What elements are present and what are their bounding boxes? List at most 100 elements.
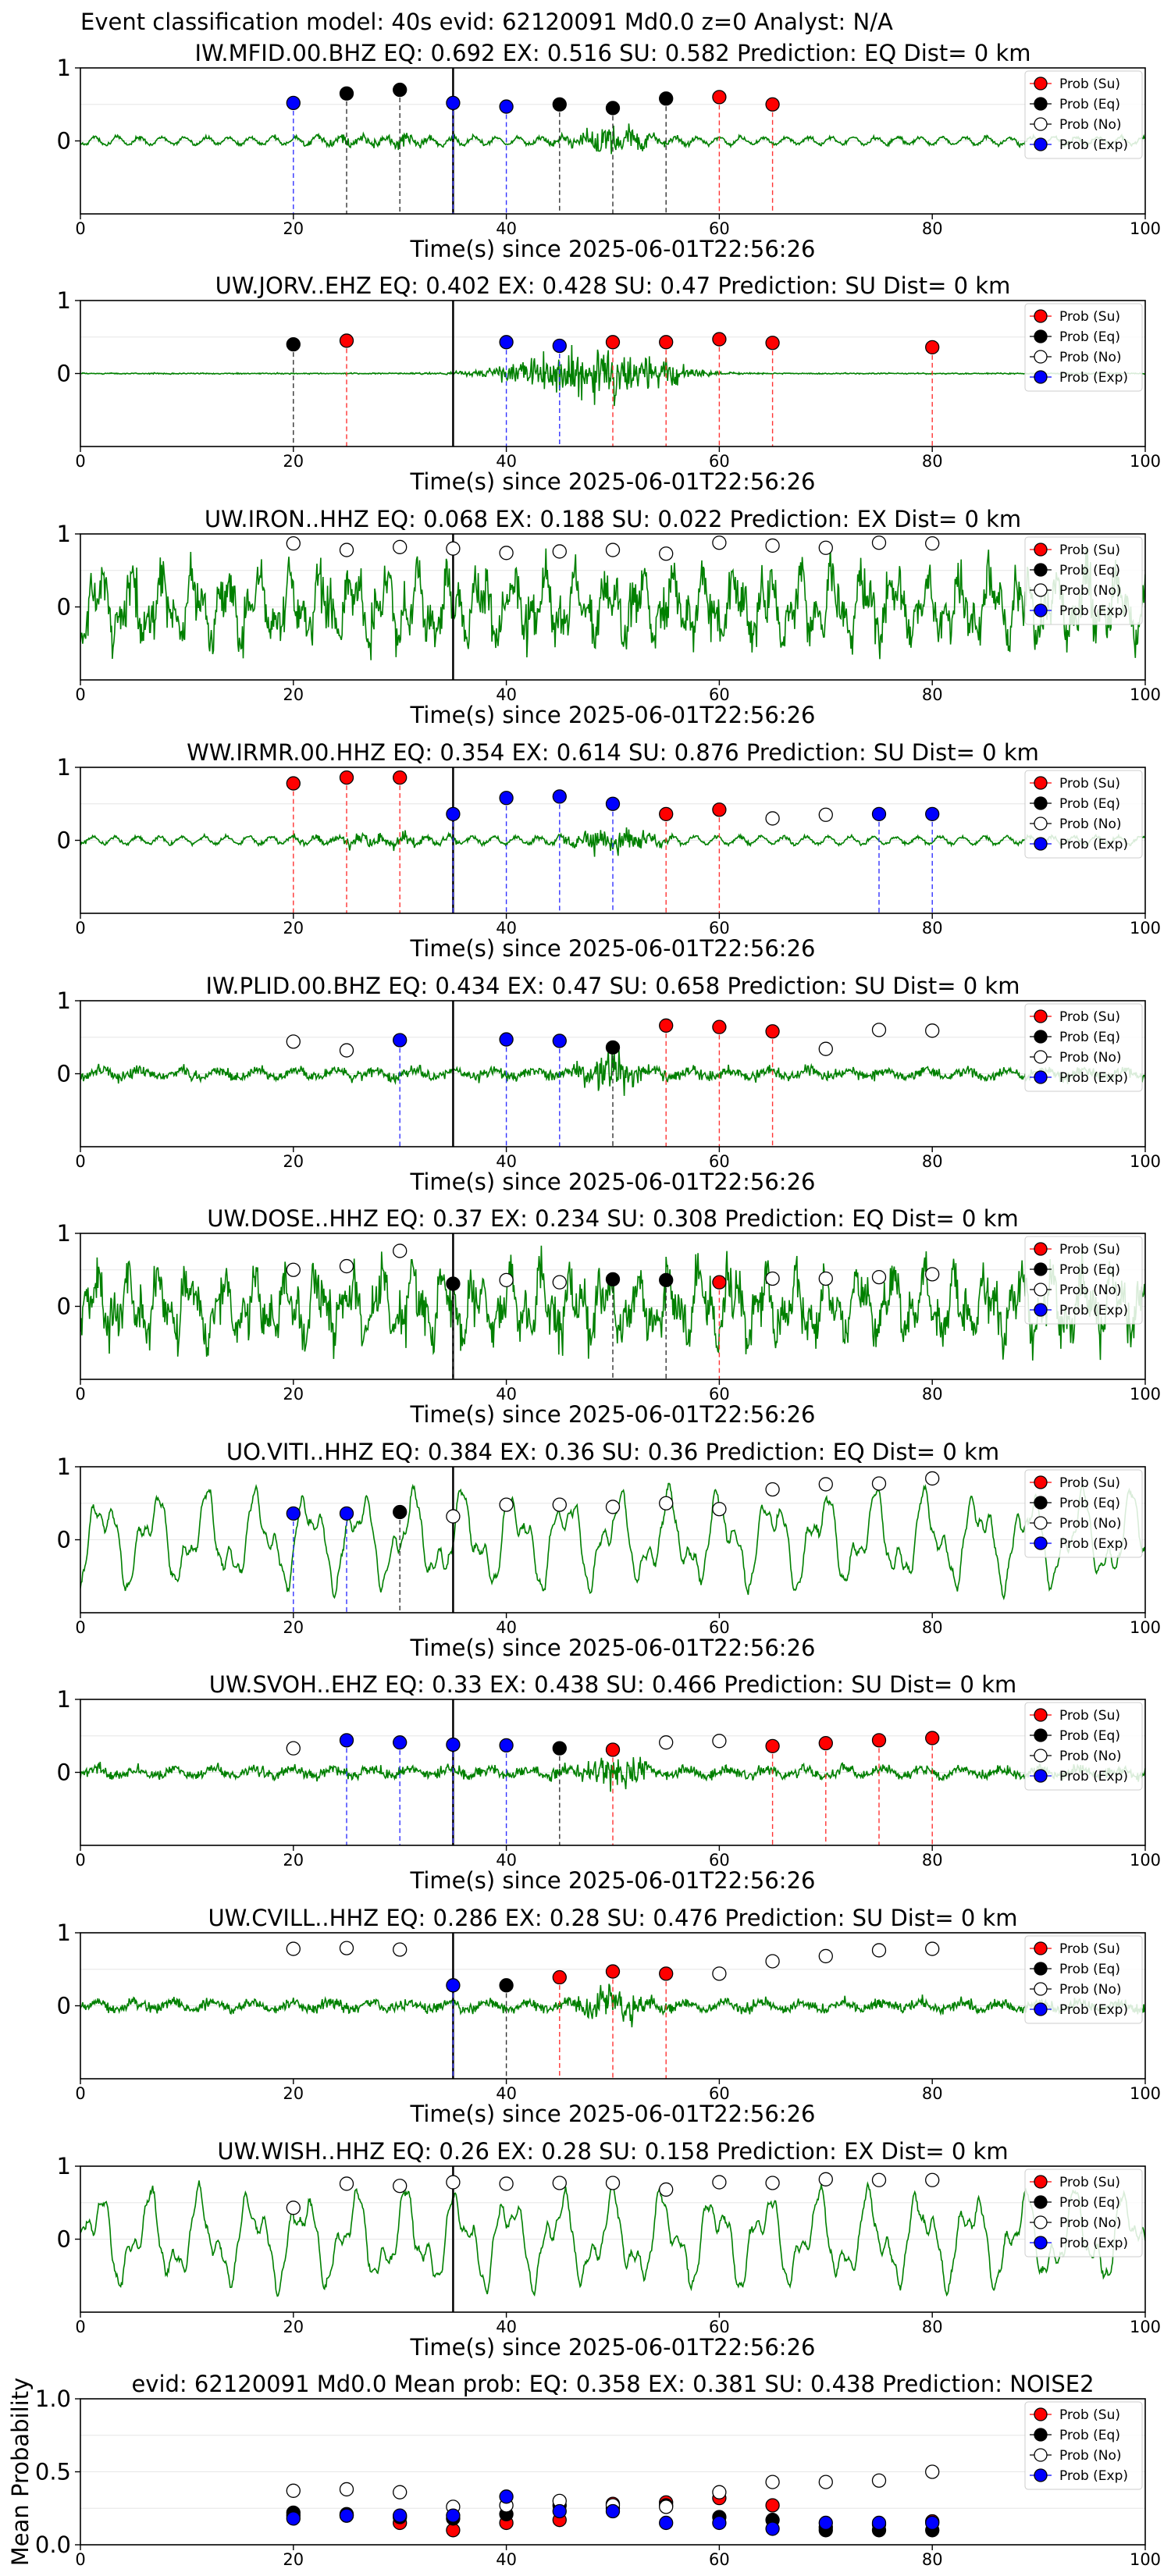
mean-point-exp — [765, 2521, 780, 2536]
prob-point-no — [499, 546, 514, 560]
mean-point-no — [765, 2475, 780, 2489]
mean-point-exp — [818, 2515, 833, 2531]
x-tick-label: 60 — [709, 1618, 730, 1637]
panel-5: IW.PLID.00.BHZ EQ: 0.434 EX: 0.47 SU: 0.… — [57, 973, 1162, 1195]
prob-point-eq — [339, 86, 354, 101]
legend-label-no: Prob (No) — [1059, 2448, 1122, 2464]
x-tick-label: 20 — [283, 219, 304, 238]
legend-label-su: Prob (Su) — [1059, 2175, 1120, 2190]
prob-point-no — [818, 1041, 833, 1056]
legend-marker-eq — [1034, 1728, 1048, 1742]
mean-point-exp — [605, 2503, 621, 2519]
prob-point-no — [818, 1271, 833, 1286]
legend-marker-exp — [1034, 2236, 1048, 2250]
x-tick-label: 20 — [283, 2550, 304, 2569]
x-tick-label: 40 — [496, 685, 517, 704]
mean-point-exp — [659, 2515, 674, 2531]
prob-point-eq — [605, 101, 621, 116]
legend-label-no: Prob (No) — [1059, 1749, 1122, 1764]
x-tick-label: 80 — [922, 2318, 943, 2336]
prob-point-eq — [393, 82, 408, 98]
prob-point-su — [605, 335, 621, 350]
x-axis-label: Time(s) since 2025-06-01T22:56:26 — [410, 468, 816, 495]
legend-marker-exp — [1034, 837, 1048, 851]
legend-label-exp: Prob (Exp) — [1059, 603, 1128, 619]
prob-point-exp — [552, 1034, 567, 1048]
x-tick-label: 100 — [1130, 452, 1161, 471]
prob-point-eq — [659, 1272, 674, 1287]
panel-title: UW.DOSE..HHZ EQ: 0.37 EX: 0.234 SU: 0.30… — [207, 1205, 1019, 1232]
prob-point-exp — [499, 99, 514, 114]
y-tick-label: 1 — [57, 754, 71, 781]
legend-box — [1024, 1469, 1143, 1558]
legend-marker-su — [1034, 543, 1048, 557]
seismogram-trace — [80, 344, 1145, 407]
prob-point-no — [765, 811, 780, 826]
prob-point-no — [605, 1500, 621, 1514]
prob-point-exp — [499, 1032, 514, 1047]
prob-point-no — [659, 1735, 674, 1750]
x-tick-label: 100 — [1130, 2318, 1161, 2336]
y-tick-label: 0.0 — [35, 2532, 71, 2558]
prob-point-su — [712, 802, 727, 817]
x-tick-label: 60 — [709, 219, 730, 238]
prob-point-no — [605, 2176, 621, 2190]
prob-point-exp — [446, 1978, 461, 1993]
panel-1: IW.MFID.00.BHZ EQ: 0.692 EX: 0.516 SU: 0… — [57, 40, 1162, 262]
legend-box — [1024, 303, 1143, 392]
x-axis-label: Time(s) since 2025-06-01T22:56:26 — [410, 236, 816, 262]
prob-point-exp — [871, 806, 887, 821]
prob-point-su — [712, 332, 727, 347]
prob-point-eq — [605, 1040, 621, 1055]
legend-marker-eq — [1034, 2428, 1048, 2442]
prob-point-no — [552, 1275, 567, 1290]
plot-area — [80, 301, 1145, 447]
y-tick-label: 1 — [57, 2153, 71, 2179]
panel-title: UW.JORV..EHZ EQ: 0.402 EX: 0.428 SU: 0.4… — [215, 272, 1011, 299]
prob-point-no — [393, 539, 408, 554]
legend-box — [1024, 70, 1143, 159]
seismogram-trace — [80, 1482, 1145, 1601]
prob-point-no — [818, 2172, 833, 2186]
prob-point-no — [712, 535, 727, 550]
legend-label-su: Prob (Su) — [1059, 1941, 1120, 1957]
mean-point-no — [818, 2475, 833, 2489]
x-tick-label: 100 — [1130, 919, 1161, 938]
legend-label-eq: Prob (Eq) — [1059, 1728, 1120, 1744]
x-tick-label: 80 — [922, 2550, 943, 2569]
prob-point-no — [339, 543, 354, 557]
y-tick-label: 0 — [57, 1759, 71, 1786]
prob-point-no — [659, 546, 674, 561]
legend-label-exp: Prob (Exp) — [1059, 370, 1128, 386]
prob-point-su — [552, 1969, 567, 1985]
x-tick-label: 80 — [922, 452, 943, 471]
legend-label-exp: Prob (Exp) — [1059, 1070, 1128, 1086]
x-tick-label: 40 — [496, 1851, 517, 1870]
prob-point-su — [765, 97, 780, 112]
prob-point-no — [712, 1966, 727, 1981]
y-tick-label: 1 — [57, 55, 71, 81]
prob-point-su — [605, 1964, 621, 1979]
legend-marker-su — [1034, 309, 1048, 323]
legend-marker-su — [1034, 2175, 1048, 2189]
legend-marker-eq — [1034, 796, 1048, 810]
plot-area — [80, 1699, 1145, 1845]
y-tick-label: 0 — [57, 1293, 71, 1320]
prob-point-no — [286, 536, 301, 551]
panel-title: UW.WISH..HHZ EQ: 0.26 EX: 0.28 SU: 0.158… — [217, 2138, 1008, 2165]
legend-label-no: Prob (No) — [1059, 117, 1122, 133]
prob-point-exp — [499, 1738, 514, 1753]
mean-point-no — [871, 2473, 887, 2488]
prob-point-no — [552, 544, 567, 559]
x-tick-label: 60 — [709, 2550, 730, 2569]
x-tick-label: 40 — [496, 2550, 517, 2569]
y-tick-label: 1 — [57, 987, 71, 1014]
mean-point-exp — [393, 2508, 408, 2523]
x-tick-label: 80 — [922, 1851, 943, 1870]
legend-label-su: Prob (Su) — [1059, 776, 1120, 792]
x-tick-label: 20 — [283, 1385, 304, 1404]
x-tick-label: 60 — [709, 2318, 730, 2336]
x-tick-label: 20 — [283, 452, 304, 471]
prob-point-no — [446, 1509, 461, 1524]
legend-marker-eq — [1034, 1030, 1048, 1044]
